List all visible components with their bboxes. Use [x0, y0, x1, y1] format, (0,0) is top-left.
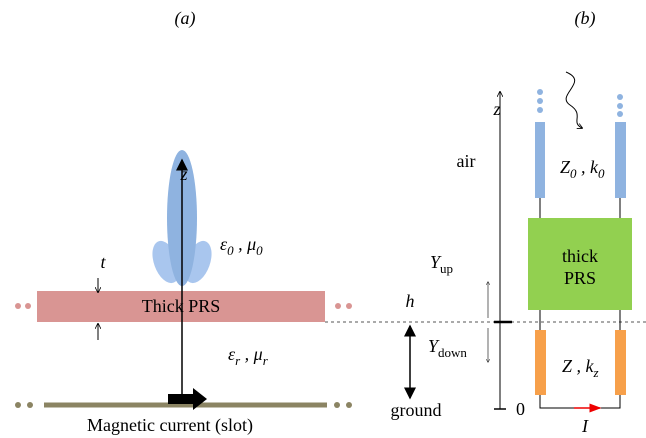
- prs-slab: [37, 291, 325, 322]
- continuation-dots: [15, 402, 352, 408]
- symbol: ε: [220, 234, 228, 254]
- panel-label: (b): [575, 8, 596, 29]
- ground-label: ground: [391, 400, 442, 420]
- symbol: Y: [428, 336, 440, 356]
- continuation-dots: [15, 303, 352, 309]
- symbol: ε: [228, 344, 236, 364]
- current-label: I: [581, 416, 589, 436]
- line-bottom-label: Z , kz: [562, 356, 599, 380]
- y-up: Yup: [430, 252, 453, 276]
- medium-bottom: εr , μr: [228, 344, 269, 368]
- axis-label: z: [492, 99, 500, 119]
- subscript: r: [235, 353, 241, 368]
- subscript: up: [440, 261, 453, 276]
- prs-label: thick: [562, 246, 598, 266]
- subscript: 0: [598, 166, 605, 181]
- prs-label: Thick PRS: [142, 296, 221, 316]
- symbol: , μ: [240, 344, 263, 364]
- panel-label: (a): [175, 8, 196, 29]
- subscript: 0: [227, 243, 234, 258]
- slot-arrow: [168, 388, 207, 410]
- axis-label: z: [179, 164, 187, 184]
- panel-b: (b) h ground z air 0 Yup Ydown Z0 , k0 t…: [391, 8, 632, 436]
- prs-block: [528, 218, 632, 310]
- subscript: z: [593, 365, 599, 380]
- line-top: [535, 122, 545, 198]
- subscript: down: [438, 345, 467, 360]
- subscript: r: [263, 353, 269, 368]
- subscript: 0: [256, 243, 263, 258]
- symbol: , k: [572, 356, 595, 376]
- symbol: Y: [430, 252, 442, 272]
- symbol: , μ: [234, 234, 257, 254]
- wire: [539, 198, 621, 409]
- line-bottom: [615, 330, 626, 395]
- line-top-label: Z0 , k0: [560, 157, 605, 181]
- height-label: h: [406, 291, 415, 311]
- y-down: Ydown: [428, 336, 467, 360]
- source-label: Magnetic current (slot): [87, 415, 253, 436]
- prs-label: PRS: [564, 268, 596, 288]
- line-top: [615, 122, 626, 198]
- air-label: air: [457, 151, 476, 171]
- symbol: , k: [577, 157, 600, 177]
- origin-label: 0: [516, 399, 525, 419]
- incident-wave: [565, 71, 582, 128]
- medium-top: ε0 , μ0: [220, 234, 263, 258]
- thickness-label: t: [100, 252, 106, 272]
- symbol: Z: [560, 157, 571, 177]
- panel-a: (a) Thick PRS z ε0 , μ0 t εr , μr Magnet…: [15, 8, 352, 436]
- continuation-dots: [537, 89, 623, 117]
- subscript: 0: [570, 166, 577, 181]
- line-bottom: [535, 330, 546, 395]
- symbol: Z: [562, 356, 573, 376]
